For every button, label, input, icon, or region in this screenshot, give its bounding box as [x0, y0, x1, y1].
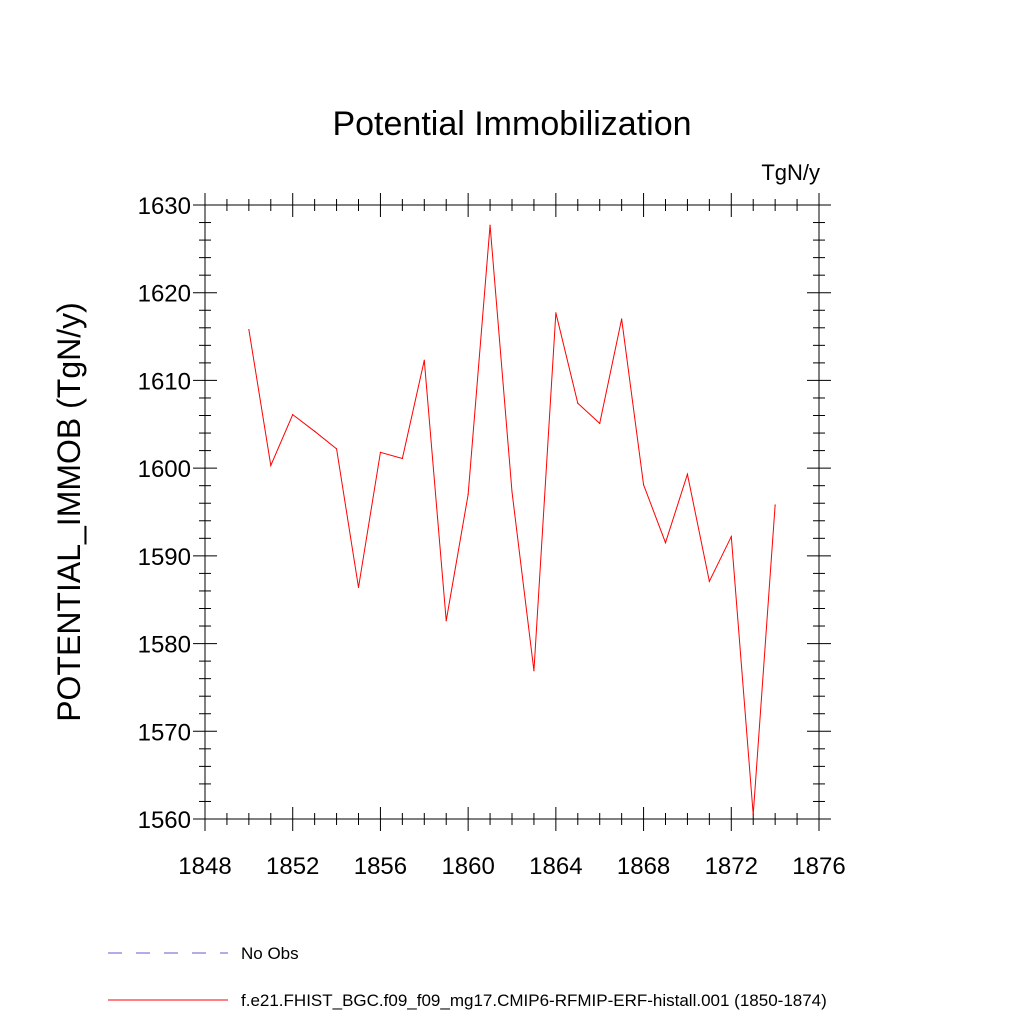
chart-title: Potential Immobilization: [332, 105, 691, 143]
series-point: [642, 484, 645, 486]
series-point: [533, 670, 535, 672]
series-point: [577, 402, 579, 404]
series-point: [423, 359, 425, 361]
series-layer: [248, 224, 776, 816]
series-point: [467, 493, 469, 496]
legend-label-no-obs: No Obs: [241, 944, 299, 963]
x-tick-label: 1856: [354, 853, 407, 880]
series-point: [664, 542, 667, 544]
series-point: [379, 451, 382, 453]
series-point: [730, 535, 732, 538]
x-tick-label: 1848: [178, 853, 231, 880]
y-tick-label: 1580: [138, 632, 191, 659]
series-point: [489, 224, 491, 226]
series-point: [401, 457, 403, 460]
series-point: [357, 586, 360, 589]
x-tick-label: 1852: [266, 853, 319, 880]
series-point: [445, 620, 447, 622]
y-tick-label: 1620: [138, 281, 191, 308]
plot-frame: [204, 204, 820, 820]
series-point: [774, 504, 776, 506]
y-axis: 1560 1570 1580 1590 1600 1610 1620 1630: [138, 193, 831, 834]
y-tick-label: 1590: [138, 544, 191, 571]
series-point: [270, 464, 272, 467]
x-tick-label: 1860: [441, 853, 494, 880]
series-point: [511, 491, 513, 493]
series-line: [248, 225, 776, 815]
legend: No Obs f.e21.FHIST_BGC.f09_f09_mg17.CMIP…: [108, 944, 827, 1010]
x-tick-label: 1868: [617, 853, 670, 880]
y-tick-label: 1560: [138, 807, 191, 834]
series-point: [599, 422, 601, 425]
legend-label-model-run: f.e21.FHIST_BGC.f09_f09_mg17.CMIP6-RFMIP…: [241, 991, 827, 1010]
x-axis: 1848 1852 1856 1860 1864 1868 1872 1876: [178, 193, 846, 880]
y-tick-label: 1610: [138, 368, 191, 395]
y-tick-label: 1630: [138, 193, 191, 220]
series-point: [686, 473, 689, 475]
x-tick-label: 1864: [529, 853, 582, 880]
series-point: [555, 312, 557, 314]
series-point: [292, 414, 294, 416]
y-tick-label: 1570: [138, 719, 191, 746]
series-point: [335, 448, 338, 450]
series-point: [248, 328, 250, 331]
series-point: [621, 318, 623, 320]
series-point: [752, 814, 754, 816]
series-point: [708, 580, 710, 582]
y-axis-label: POTENTIAL_IMMOB (TgN/y): [51, 302, 87, 722]
x-tick-label: 1876: [792, 853, 845, 880]
x-tick-label: 1872: [705, 853, 758, 880]
units-label: TgN/y: [761, 160, 820, 185]
y-tick-label: 1600: [138, 456, 191, 483]
series-point: [314, 430, 316, 432]
